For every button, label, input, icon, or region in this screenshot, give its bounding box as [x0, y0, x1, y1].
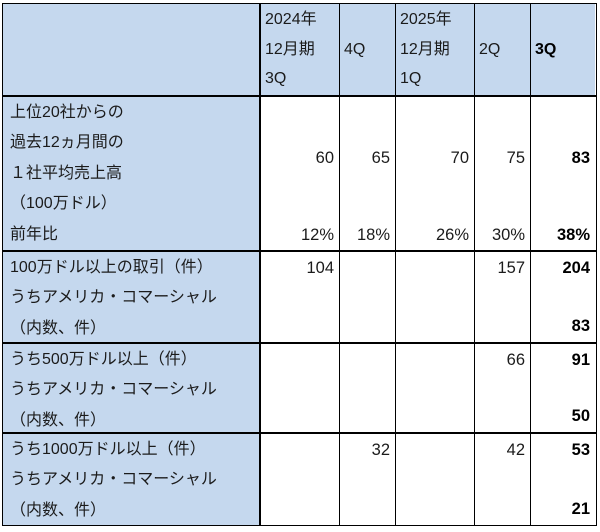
value-cell: 91 50: [530, 344, 595, 432]
value-cell: 42: [474, 434, 530, 525]
value-cell: 157: [474, 252, 530, 342]
header-3q: 3Q: [530, 4, 595, 95]
header-empty-cell: [3, 4, 261, 95]
value-cell: 65 18%: [339, 97, 395, 250]
header-2025-12-1q: 2025年 12月期 1Q: [395, 4, 474, 95]
header-2q: 2Q: [474, 4, 530, 95]
row-label-deals-5m: うち500万ドル以上（件） うちアメリカ・コマーシャル （内数、件）: [3, 344, 261, 432]
row-label-avg-revenue: 上位20社からの 過去12ヵ月間の １社平均売上高 （100万ドル） 前年比: [3, 97, 261, 250]
value-cell: 53 21: [530, 434, 595, 525]
header-2024-12-3q: 2024年 12月期 3Q: [261, 4, 339, 95]
value-cell: [261, 344, 339, 432]
section-deals-1m: 100万ドル以上の取引（件） うちアメリカ・コマーシャル （内数、件） 104 …: [3, 250, 596, 342]
value-cell: 66: [474, 344, 530, 432]
value-cell: 104: [261, 252, 339, 342]
quarterly-metrics-table: 2024年 12月期 3Q 4Q 2025年 12月期 1Q 2Q 3Q 上位2…: [2, 3, 597, 526]
value-cell: [339, 252, 395, 342]
value-cell: 83 38%: [530, 97, 595, 250]
row-label-deals-1m: 100万ドル以上の取引（件） うちアメリカ・コマーシャル （内数、件）: [3, 252, 261, 342]
value-cell: [395, 252, 474, 342]
table-header-row: 2024年 12月期 3Q 4Q 2025年 12月期 1Q 2Q 3Q: [3, 4, 596, 95]
value-cell: 204 83: [530, 252, 595, 342]
section-deals-10m: うち1000万ドル以上（件） うちアメリカ・コマーシャル （内数、件） 32 4…: [3, 432, 596, 525]
value-cell: [261, 434, 339, 525]
value-cell: [395, 344, 474, 432]
value-cell: [339, 344, 395, 432]
section-deals-5m: うち500万ドル以上（件） うちアメリカ・コマーシャル （内数、件） 66 91…: [3, 342, 596, 432]
value-cell: 32: [339, 434, 395, 525]
row-label-deals-10m: うち1000万ドル以上（件） うちアメリカ・コマーシャル （内数、件）: [3, 434, 261, 525]
value-cell: [395, 434, 474, 525]
section-avg-revenue: 上位20社からの 過去12ヵ月間の １社平均売上高 （100万ドル） 前年比 6…: [3, 95, 596, 250]
value-cell: 70 26%: [395, 97, 474, 250]
header-4q: 4Q: [339, 4, 395, 95]
value-cell: 60 12%: [261, 97, 339, 250]
value-cell: 75 30%: [474, 97, 530, 250]
